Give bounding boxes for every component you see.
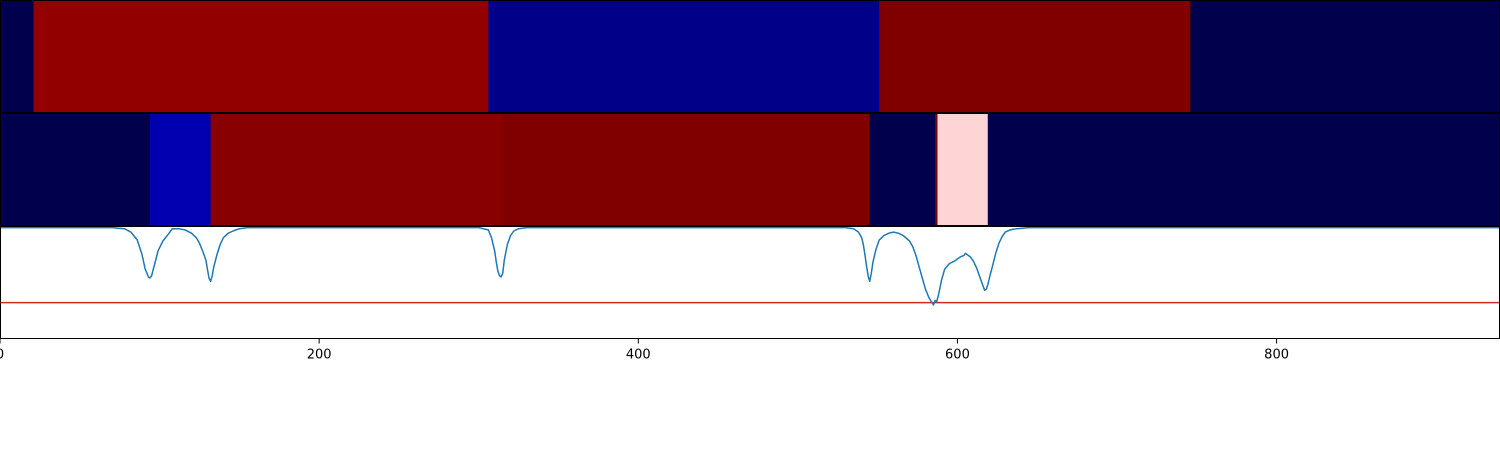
heatmap-segment-2-2 [150,113,212,226]
x-tick-label: 800 [1264,348,1289,363]
x-tick-label: 0 [0,348,4,363]
heatmap-segment-2-4 [502,113,871,226]
heatmap-segment-2-7 [937,113,989,226]
heatmap-segment-1-1 [0,0,35,113]
heatmap-segment-1-2 [33,0,489,113]
heatmap-segment-1-5 [1190,0,1500,113]
x-tick-label: 200 [307,348,332,363]
line-plot-background [0,226,1500,339]
x-axis: 0 200 400 600 800 [0,338,1289,363]
heatmap-segment-2-6 [935,113,938,226]
heatmap-segment-2-1 [0,113,151,226]
heatmap-segment-2-3 [210,113,504,226]
heatmap-segment-2-5 [869,113,936,226]
x-tick-label: 600 [945,348,970,363]
series-line-1 [0,226,1500,306]
x-tick-label: 400 [626,348,651,363]
heatmap-strip-bottom [0,113,1500,226]
heatmap-segment-2-8 [987,113,1500,226]
line-plot-panel [0,226,1500,339]
heatmap-segment-1-4 [879,0,1191,113]
heatmap-strip-top [0,0,1500,113]
heatmap-segment-1-3 [488,0,880,113]
